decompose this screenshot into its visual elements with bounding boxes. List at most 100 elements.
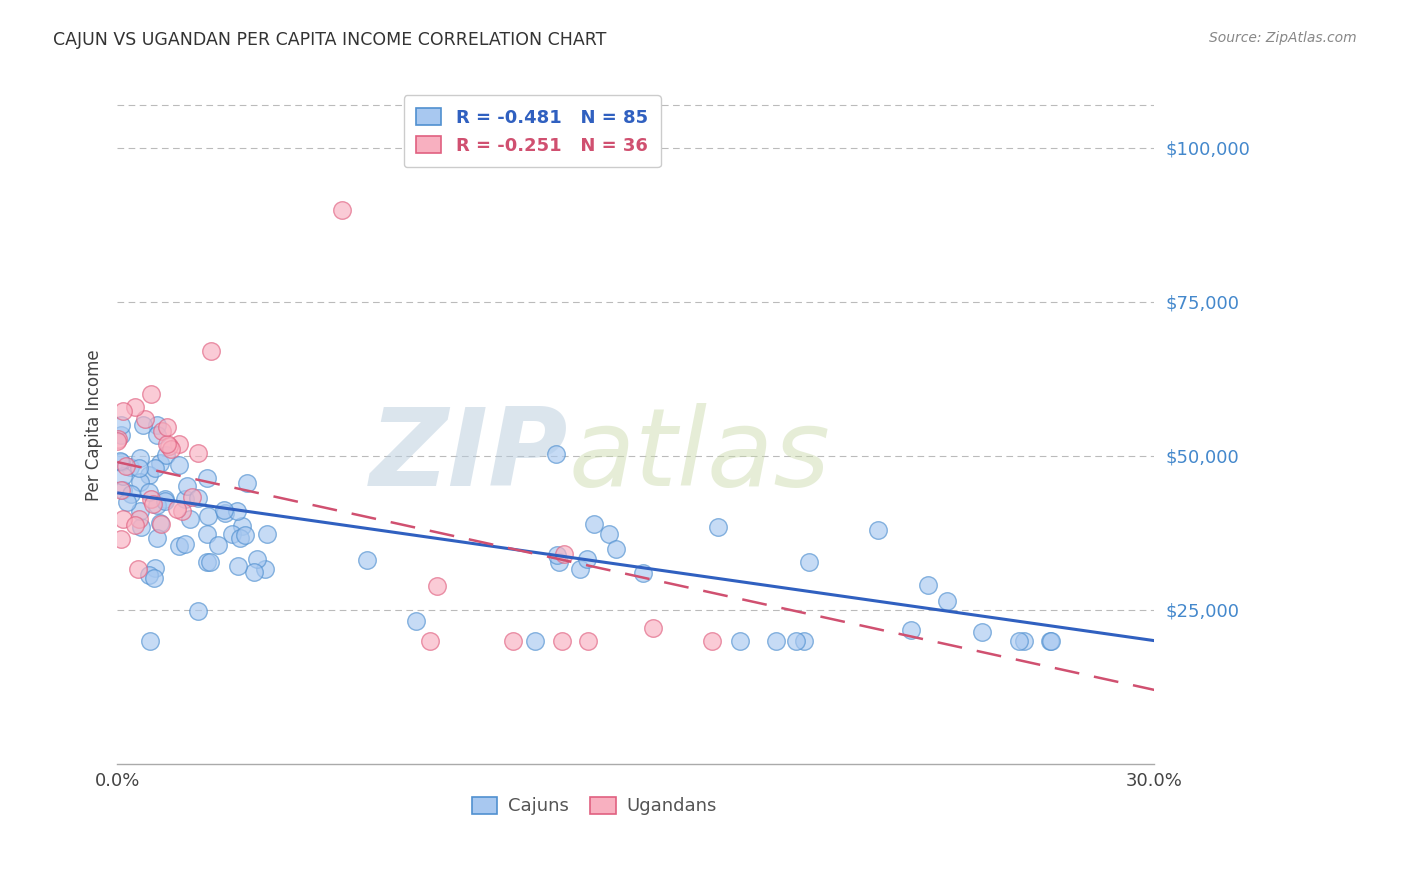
Y-axis label: Per Capita Income: Per Capita Income: [86, 350, 103, 501]
Point: [200, 344, 222, 359]
Point: [179, 511, 201, 525]
Point: [138, 484, 160, 499]
Point: [145, 428, 167, 442]
Point: [173, 537, 195, 551]
Point: [143, 561, 166, 575]
Point: [1039, 633, 1062, 648]
Point: [546, 447, 568, 461]
Point: [110, 428, 132, 442]
Point: [110, 532, 132, 546]
Point: [111, 468, 134, 483]
Legend: Cajuns, Ugandans: Cajuns, Ugandans: [464, 789, 724, 822]
Point: [212, 503, 235, 517]
Point: [551, 633, 574, 648]
Point: [330, 202, 353, 217]
Point: [569, 562, 592, 576]
Point: [169, 436, 191, 450]
Point: [231, 519, 253, 533]
Point: [146, 531, 169, 545]
Text: ZIP: ZIP: [370, 402, 568, 508]
Point: [166, 501, 188, 516]
Point: [524, 633, 547, 648]
Point: [110, 455, 132, 469]
Point: [793, 633, 815, 648]
Point: [112, 483, 135, 497]
Point: [917, 578, 939, 592]
Point: [502, 633, 524, 648]
Point: [233, 528, 256, 542]
Point: [197, 508, 219, 523]
Point: [553, 547, 575, 561]
Point: [167, 539, 190, 553]
Point: [214, 506, 236, 520]
Point: [155, 448, 177, 462]
Point: [243, 565, 266, 579]
Point: [765, 633, 787, 648]
Point: [149, 516, 172, 530]
Point: [700, 633, 723, 648]
Point: [229, 532, 252, 546]
Point: [728, 633, 751, 648]
Point: [138, 568, 160, 582]
Point: [576, 633, 599, 648]
Point: [129, 450, 152, 465]
Point: [936, 594, 959, 608]
Point: [187, 446, 209, 460]
Point: [142, 497, 165, 511]
Point: [405, 614, 427, 628]
Point: [153, 494, 176, 508]
Point: [419, 633, 441, 648]
Point: [605, 541, 627, 556]
Point: [176, 479, 198, 493]
Point: [226, 503, 249, 517]
Point: [226, 558, 249, 573]
Point: [900, 623, 922, 637]
Point: [256, 527, 278, 541]
Point: [633, 566, 655, 580]
Point: [146, 418, 169, 433]
Point: [356, 553, 378, 567]
Point: [707, 520, 730, 534]
Point: [866, 523, 889, 537]
Point: [1039, 633, 1062, 648]
Point: [582, 517, 605, 532]
Point: [146, 499, 169, 513]
Point: [129, 475, 152, 490]
Point: [187, 603, 209, 617]
Point: [195, 555, 218, 569]
Point: [195, 526, 218, 541]
Point: [181, 490, 204, 504]
Point: [120, 487, 142, 501]
Point: [797, 555, 820, 569]
Point: [1012, 633, 1035, 648]
Point: [153, 491, 176, 506]
Point: [115, 495, 138, 509]
Point: [246, 552, 269, 566]
Point: [546, 549, 568, 563]
Point: [111, 512, 134, 526]
Point: [142, 571, 165, 585]
Point: [187, 491, 209, 505]
Point: [128, 461, 150, 475]
Point: [141, 491, 163, 506]
Point: [785, 633, 807, 648]
Point: [111, 404, 134, 418]
Point: [127, 562, 149, 576]
Point: [110, 418, 132, 433]
Point: [173, 492, 195, 507]
Point: [108, 454, 131, 468]
Point: [132, 418, 155, 433]
Point: [426, 580, 449, 594]
Point: [254, 562, 277, 576]
Point: [124, 400, 146, 414]
Point: [598, 527, 620, 541]
Point: [167, 458, 190, 473]
Point: [207, 538, 229, 552]
Point: [115, 459, 138, 474]
Point: [138, 468, 160, 483]
Point: [548, 555, 571, 569]
Point: [198, 555, 221, 569]
Point: [139, 633, 162, 648]
Point: [120, 460, 142, 475]
Point: [143, 461, 166, 475]
